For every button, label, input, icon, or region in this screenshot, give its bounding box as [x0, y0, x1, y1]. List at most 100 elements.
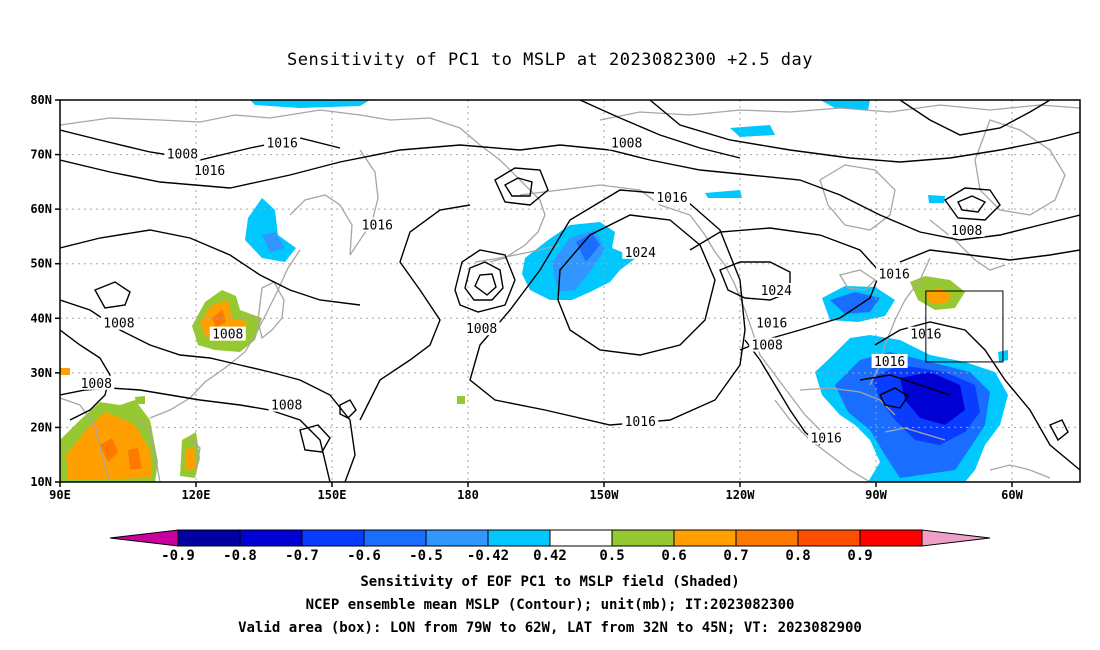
shade-orange-box [925, 288, 952, 304]
x-tick-label: 90W [865, 488, 887, 502]
colorbar-label: 0.6 [661, 548, 686, 564]
colorbar-max-arrow [921, 529, 991, 547]
shade-green-dot2 [457, 396, 465, 404]
valid-area-box [925, 290, 1004, 363]
coast-kamchatka [349, 149, 379, 256]
contour-label-bg [948, 222, 985, 237]
contour-label: 1024 [625, 246, 656, 261]
contour-label: 1016 [878, 268, 909, 283]
shade-orange-dot [60, 368, 70, 375]
contour-label-bg [654, 190, 690, 205]
contour-label-bg [749, 337, 786, 352]
contour-label-bg [871, 353, 908, 368]
colorbar-segment [549, 529, 613, 547]
contour-label: 1008 [752, 339, 783, 354]
coast-hudson [819, 164, 896, 231]
colorbar-segment [177, 529, 241, 547]
contour-label: 1024 [761, 284, 792, 299]
coast-philippines [189, 437, 201, 471]
colorbar-min-arrow [109, 529, 179, 547]
contour-label-bg [191, 162, 228, 177]
coast-china [149, 249, 301, 419]
contour-label: 1008 [167, 148, 198, 163]
colorbar-label: -0.8 [223, 548, 257, 564]
colorbar-label: 0.5 [599, 548, 624, 564]
contour-label-bg [622, 413, 659, 428]
contour-label-bg [463, 321, 500, 336]
contour-east-atl-closed [1049, 419, 1069, 442]
contour-siberia-low [494, 167, 549, 206]
contour-label-bg [78, 375, 115, 390]
contour-atlantic-north [899, 249, 1080, 263]
y-tick-label: 10N [30, 475, 52, 489]
contour-label: 1016 [656, 191, 687, 206]
contour-upper-left-1016 [60, 144, 521, 189]
contour-label: 1008 [611, 137, 642, 152]
contour-asia-1008-c [60, 329, 111, 421]
contour-closed-eastasia [94, 281, 131, 309]
contour-label-bg [808, 430, 845, 445]
shade-green-dot1 [135, 396, 145, 404]
x-tick-label: 120W [726, 488, 756, 502]
contour-caribbean-closed [879, 387, 909, 409]
colorbar: -0.9 -0.8 -0.7 -0.6 -0.5 -0.42 0.42 0.5 0.6 0.7 0.… [109, 529, 991, 564]
contour-label-bg [164, 146, 201, 161]
contour-aleutian-low-inner [474, 273, 497, 296]
coast-siberia-east [429, 117, 546, 263]
shade-darkorange-nwpac [212, 310, 226, 328]
colorbar-label: 0.42 [533, 548, 567, 564]
contour-greenland-low-outer [943, 187, 1001, 221]
coast-south-america [989, 464, 1051, 479]
graticule [60, 100, 1080, 482]
contour-label: 1016 [810, 431, 841, 446]
contour-label-bg [753, 315, 790, 330]
contour-low-center [519, 144, 1080, 241]
shade-blue-useast-mid [830, 292, 880, 314]
coast-aleutians [474, 244, 561, 263]
contour-label-bg [268, 397, 305, 412]
colorbar-label: 0.9 [847, 548, 872, 564]
contour-label: 1016 [266, 137, 297, 152]
shade-blue-carib-core [900, 372, 965, 425]
colorbar-label: -0.6 [347, 548, 381, 564]
x-tick-label: 90E [49, 488, 71, 502]
y-tick-label: 40N [30, 311, 52, 325]
contour-label: 1008 [212, 328, 243, 343]
contour-aleutian-low-mid [464, 261, 504, 301]
colorbar-label: -0.42 [467, 548, 509, 564]
caption-line-2: NCEP ensemble mean MSLP (Contour); unit(… [305, 597, 795, 613]
contour-arctic-1016 [579, 100, 741, 159]
colorbar-segment [301, 529, 365, 547]
contour-labels: 1008 1016 1016 1016 1008 1008 1008 1008 1008 1008… [78, 135, 985, 446]
contour-label: 1016 [362, 219, 393, 234]
colorbar-segment [735, 529, 799, 547]
chart-title: Sensitivity of PC1 to MSLP at 2023082300… [286, 50, 813, 70]
y-tick-label: 30N [30, 366, 52, 380]
coast-japan [257, 281, 285, 340]
contour-label-bg [608, 135, 645, 150]
colorbar-segment [239, 529, 303, 547]
colorbar-label: -0.5 [409, 548, 443, 564]
colorbar-segment [673, 529, 737, 547]
coast-asia-north [60, 109, 431, 126]
contour-label: 1008 [271, 399, 302, 414]
coast-cuba [884, 427, 946, 441]
contour-label-bg [209, 326, 246, 341]
x-tick-label: 150W [590, 488, 620, 502]
colorbar-segment [859, 529, 923, 547]
contour-pacific-1008 [359, 204, 471, 421]
coast-labrador [929, 219, 1006, 271]
coast-indochina [134, 417, 161, 482]
contour-pacific-high-1024 [557, 214, 716, 356]
colorbar-segment [363, 529, 427, 547]
coast-greenland [974, 119, 1066, 216]
contour-label-bg [622, 244, 659, 259]
contour-siberia-low-2 [504, 177, 533, 197]
colorbar-segment [797, 529, 861, 547]
shade-darkorange-sasia [100, 438, 118, 462]
contour-label: 1008 [466, 322, 497, 337]
contour-pacific-high-1016 [469, 189, 746, 426]
contour-label: 1008 [81, 377, 112, 392]
contour-asia-1008-b [60, 299, 356, 482]
